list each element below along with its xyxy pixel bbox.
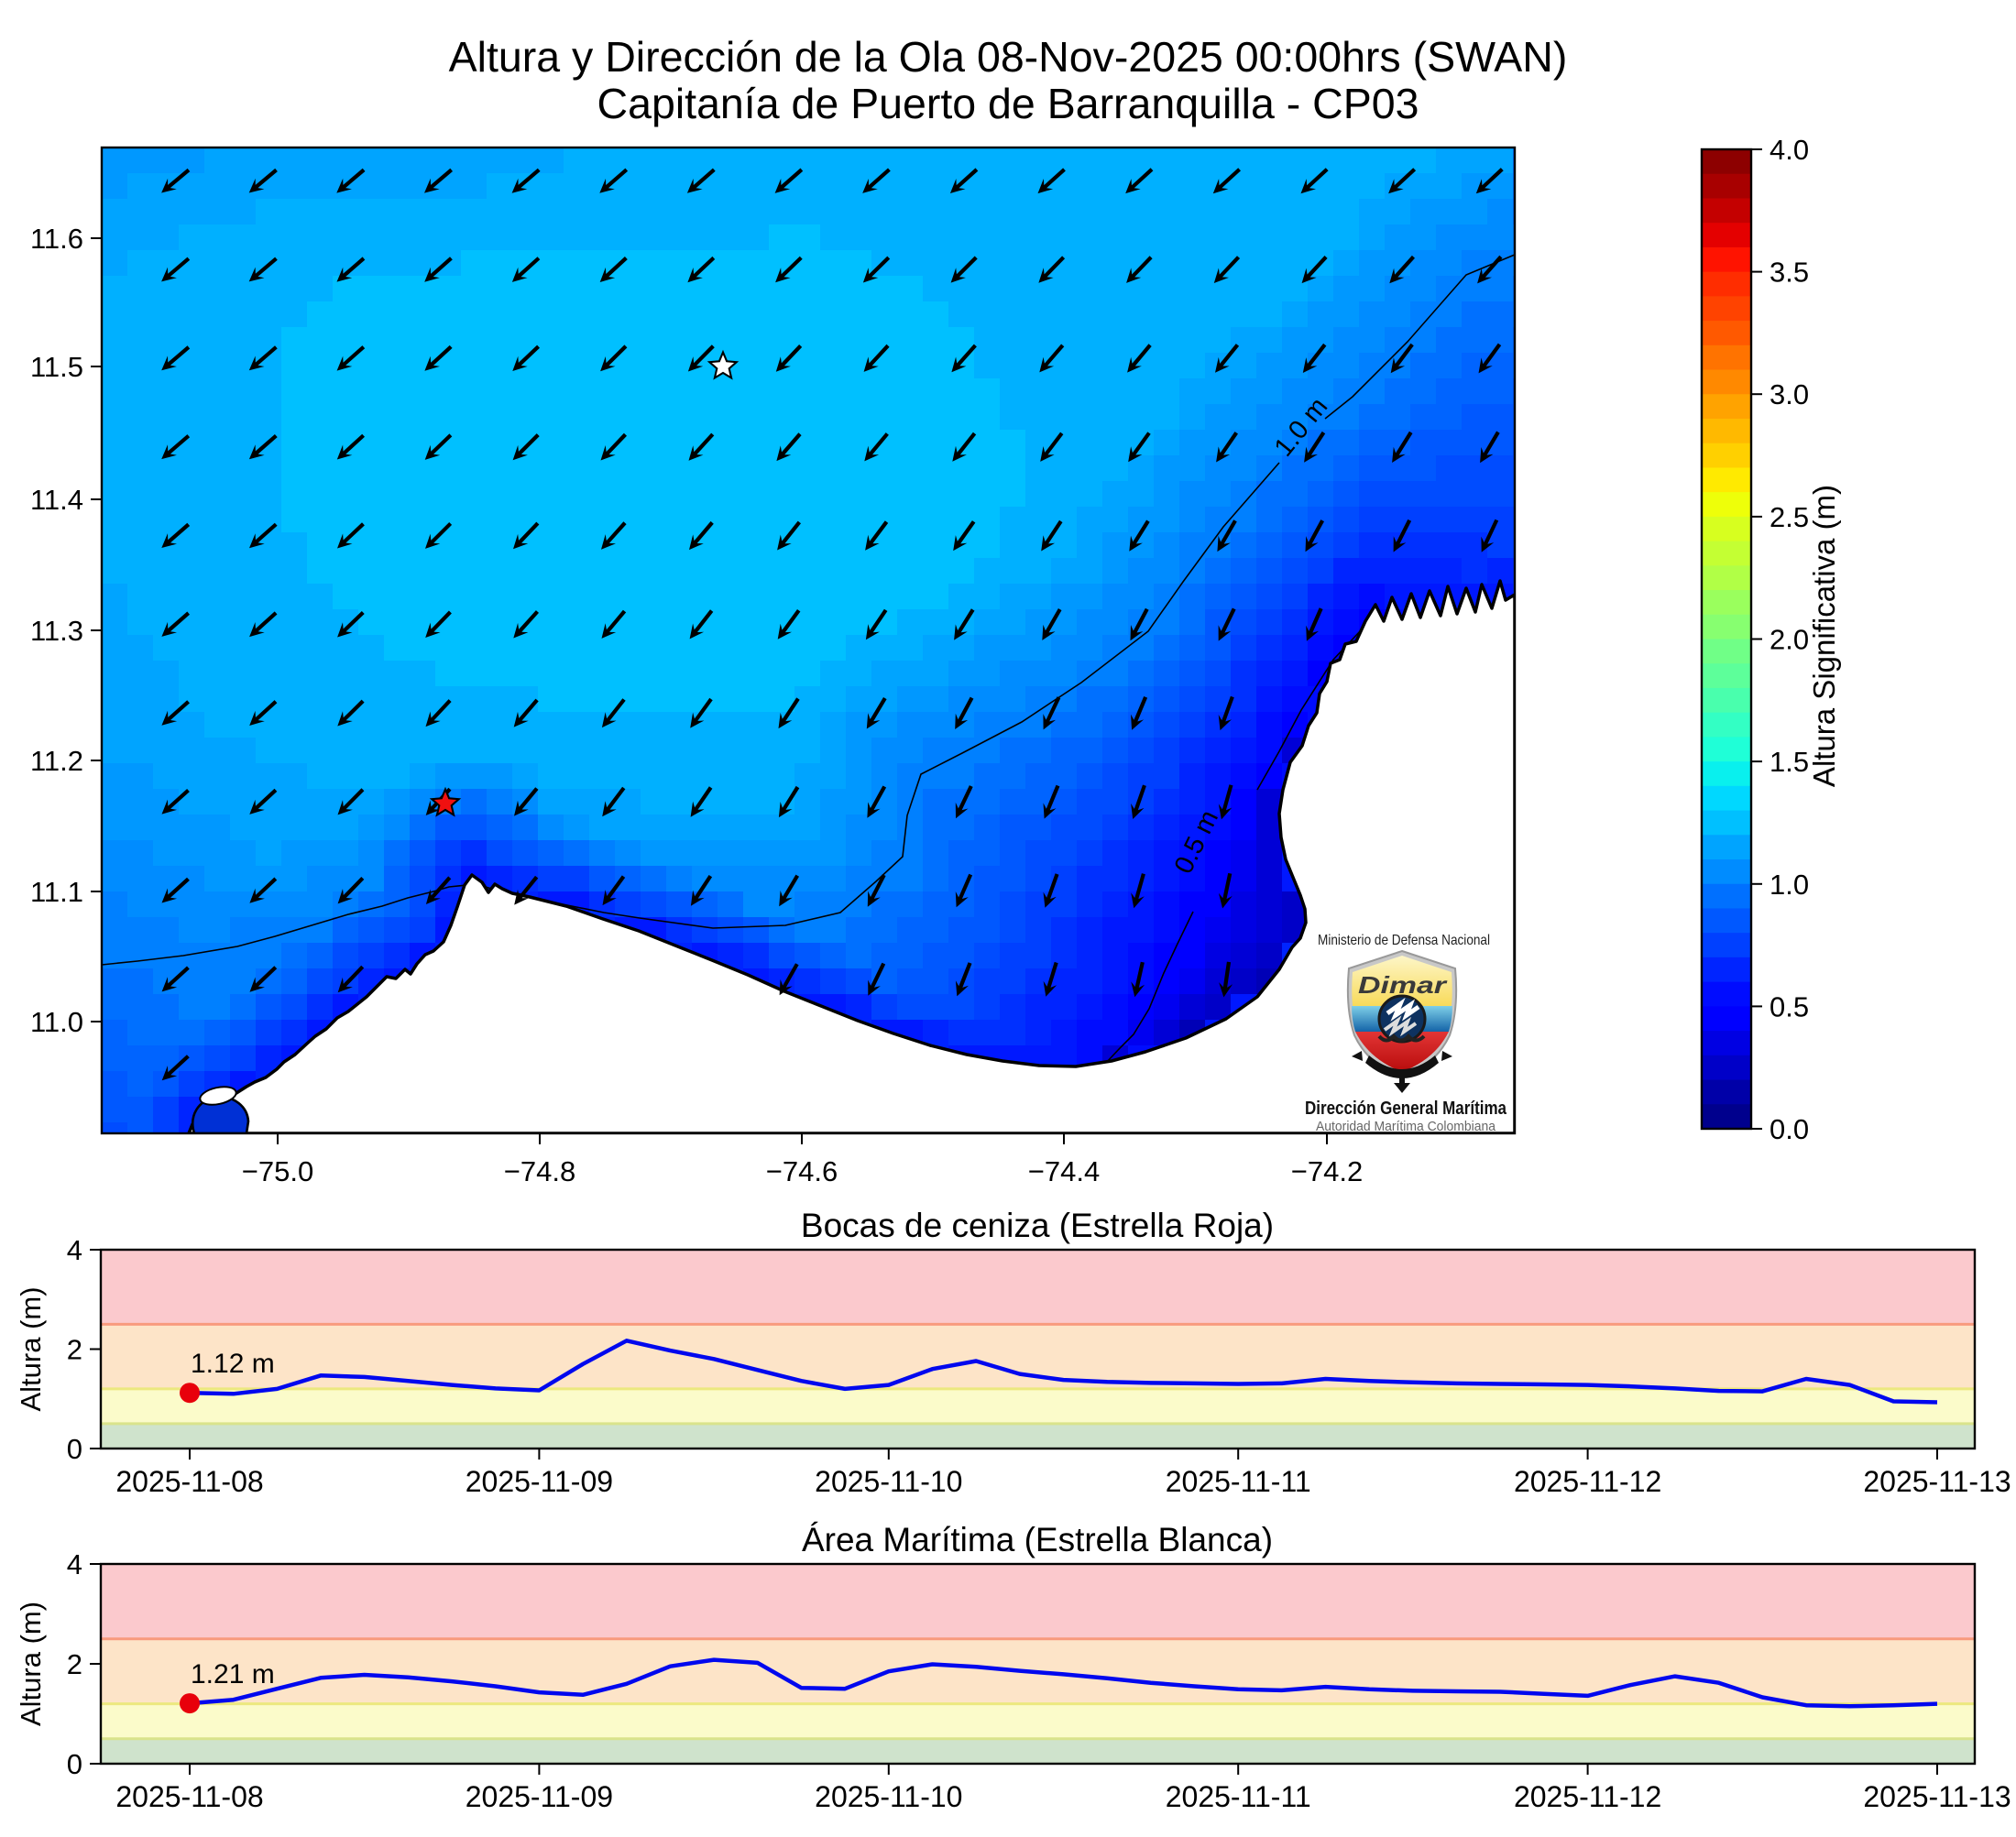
svg-text:1.12 m: 1.12 m — [191, 1349, 275, 1379]
svg-text:Ministerio de Defensa Nacional: Ministerio de Defensa Nacional — [1318, 933, 1490, 948]
svg-text:0: 0 — [67, 1748, 82, 1780]
svg-text:2025-11-13: 2025-11-13 — [1863, 1465, 2011, 1498]
svg-text:11.1: 11.1 — [30, 876, 83, 908]
svg-text:2025-11-08: 2025-11-08 — [115, 1465, 263, 1498]
svg-text:2025-11-11: 2025-11-11 — [1166, 1780, 1311, 1813]
svg-text:1.0: 1.0 — [1769, 869, 1809, 901]
svg-text:11.5: 11.5 — [30, 351, 83, 383]
svg-text:1.21 m: 1.21 m — [191, 1659, 275, 1689]
svg-text:Altura Significativa (m): Altura Significativa (m) — [1807, 485, 1841, 787]
svg-text:2025-11-13: 2025-11-13 — [1863, 1780, 2011, 1813]
svg-text:3.5: 3.5 — [1769, 257, 1809, 289]
svg-text:Capitanía de Puerto de Barranq: Capitanía de Puerto de Barranquilla - CP… — [597, 80, 1419, 127]
svg-text:4: 4 — [67, 1548, 82, 1580]
svg-text:2: 2 — [67, 1648, 82, 1680]
svg-text:Bocas de ceniza (Estrella Roja: Bocas de ceniza (Estrella Roja) — [801, 1207, 1274, 1244]
svg-text:−74.4: −74.4 — [1028, 1155, 1100, 1187]
svg-text:Altura (m): Altura (m) — [15, 1602, 47, 1726]
svg-text:Altura (m): Altura (m) — [15, 1286, 47, 1411]
svg-text:0: 0 — [67, 1433, 82, 1465]
svg-text:2: 2 — [67, 1334, 82, 1366]
svg-text:Dimar: Dimar — [1358, 971, 1448, 999]
svg-text:2025-11-12: 2025-11-12 — [1514, 1780, 1661, 1813]
svg-text:2025-11-11: 2025-11-11 — [1166, 1465, 1311, 1498]
svg-text:Altura y Dirección de la Ola 0: Altura y Dirección de la Ola 08-Nov-2025… — [449, 33, 1568, 81]
svg-text:4.0: 4.0 — [1769, 134, 1809, 166]
svg-text:2025-11-09: 2025-11-09 — [466, 1465, 613, 1498]
svg-text:Dirección General Marítima: Dirección General Marítima — [1305, 1099, 1507, 1119]
svg-text:2.5: 2.5 — [1769, 501, 1809, 533]
svg-text:Área Marítima (Estrella Blanca: Área Marítima (Estrella Blanca) — [802, 1521, 1273, 1558]
svg-text:1.5: 1.5 — [1769, 746, 1809, 778]
svg-text:11.4: 11.4 — [30, 484, 83, 516]
svg-text:2025-11-10: 2025-11-10 — [815, 1465, 962, 1498]
svg-text:−74.8: −74.8 — [504, 1155, 575, 1187]
svg-text:2025-11-12: 2025-11-12 — [1514, 1465, 1661, 1498]
svg-text:2025-11-08: 2025-11-08 — [115, 1780, 263, 1813]
svg-text:−74.6: −74.6 — [766, 1155, 838, 1187]
svg-text:4: 4 — [67, 1234, 82, 1266]
svg-text:11.3: 11.3 — [30, 615, 83, 647]
svg-text:2025-11-10: 2025-11-10 — [815, 1780, 962, 1813]
svg-text:Autoridad Marítima Colombiana: Autoridad Marítima Colombiana — [1316, 1119, 1496, 1134]
svg-text:0.5: 0.5 — [1769, 990, 1809, 1022]
svg-text:0.0: 0.0 — [1769, 1113, 1809, 1145]
svg-text:11.0: 11.0 — [30, 1006, 83, 1038]
svg-text:11.6: 11.6 — [30, 223, 83, 255]
svg-text:−74.2: −74.2 — [1291, 1155, 1363, 1187]
svg-text:−75.0: −75.0 — [242, 1155, 313, 1187]
svg-text:2025-11-09: 2025-11-09 — [466, 1780, 613, 1813]
svg-text:3.0: 3.0 — [1769, 378, 1809, 410]
svg-text:11.2: 11.2 — [30, 745, 83, 777]
svg-text:2.0: 2.0 — [1769, 624, 1809, 656]
